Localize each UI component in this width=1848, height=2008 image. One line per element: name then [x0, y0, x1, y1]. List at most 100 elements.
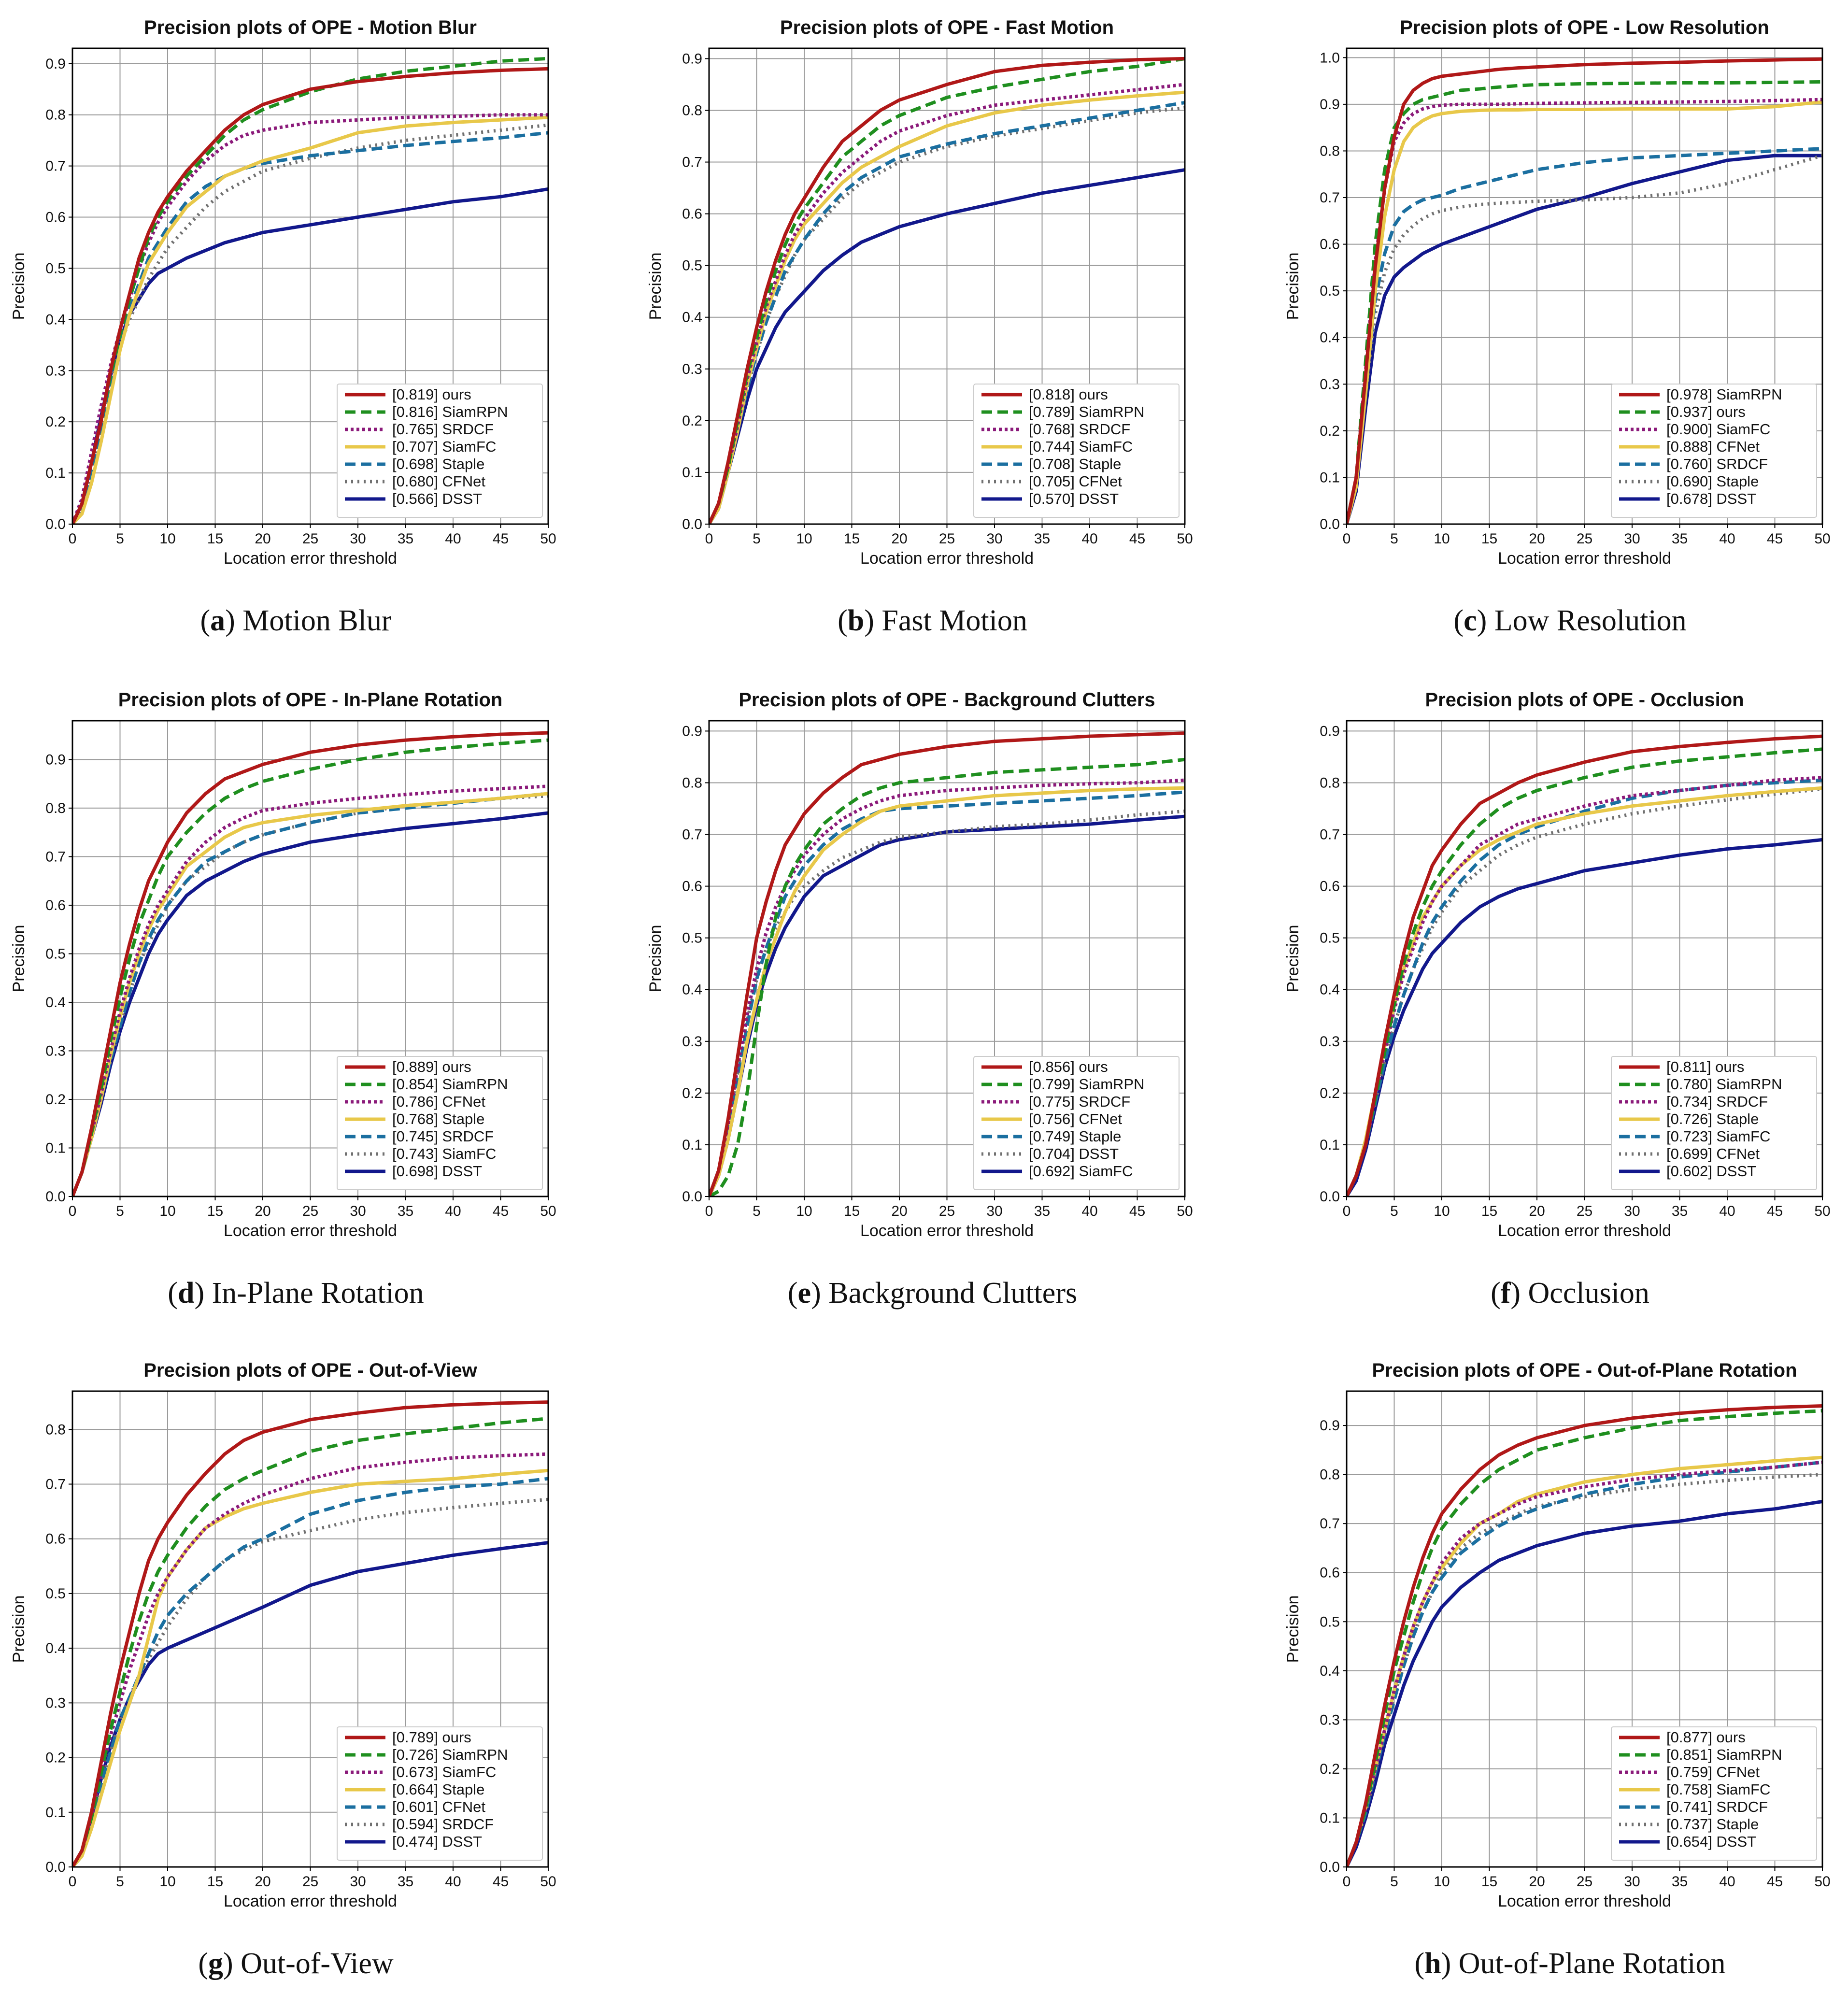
caption-letter: h — [1424, 1947, 1441, 1980]
y-tick-label: 0.4 — [45, 1640, 66, 1656]
chart-panel-b: Precision plots of OPE - Fast Motion 0 5 10… — [646, 17, 1193, 637]
legend-entry: [0.704] DSST — [1029, 1145, 1119, 1162]
y-axis-label: Precision — [646, 253, 665, 320]
x-tick-label: 40 — [445, 531, 461, 547]
x-tick-label: 0 — [69, 1874, 77, 1890]
x-tick-label: 20 — [255, 1874, 270, 1890]
y-tick-label: 0.8 — [45, 107, 66, 123]
x-tick-label: 10 — [1434, 1874, 1450, 1890]
legend-box — [337, 384, 543, 518]
legend-entry: [0.877] ours — [1666, 1729, 1746, 1746]
caption-text: Low Resolution — [1494, 604, 1687, 637]
x-tick-label: 0 — [1343, 1874, 1351, 1890]
chart-title: Precision plots of OPE - Motion Blur — [144, 17, 477, 38]
legend-entry: [0.708] Staple — [1029, 456, 1121, 472]
y-tick-label: 0.3 — [45, 1695, 66, 1711]
x-tick-label: 35 — [1034, 531, 1050, 547]
y-tick-label: 0.0 — [1320, 516, 1340, 532]
y-tick-label: 0.2 — [45, 1092, 66, 1108]
legend: [0.889] ours[0.854] SiamRPN[0.786] CFNet… — [337, 1056, 543, 1190]
caption-open-paren: ( — [168, 1277, 178, 1310]
series-line-cfnet — [1347, 154, 1822, 524]
caption-letter: f — [1501, 1277, 1511, 1310]
x-tick-label: 20 — [891, 1203, 907, 1219]
legend-entry: [0.768] Staple — [392, 1111, 484, 1127]
legend-entry: [0.723] SiamFC — [1666, 1128, 1770, 1145]
legend-box — [1611, 384, 1817, 518]
y-tick-label: 0.2 — [1320, 423, 1340, 439]
series-line-siamfc — [72, 1468, 548, 1867]
series-line-ours — [72, 67, 548, 524]
y-tick-label: 0.5 — [45, 1586, 66, 1602]
x-tick-label: 15 — [1481, 531, 1497, 547]
series-line-srdcf — [1347, 98, 1822, 524]
x-tick-label: 35 — [1672, 1203, 1688, 1219]
x-tick-label: 35 — [1034, 1203, 1050, 1219]
y-tick-label: 0.5 — [1320, 930, 1340, 946]
series-line-dsst — [72, 1541, 548, 1867]
y-tick-label: 0.2 — [682, 1085, 702, 1101]
x-tick-label: 35 — [398, 1874, 413, 1890]
panel-caption: (g) Out-of-View — [198, 1947, 394, 1980]
caption-close-paren: ) — [225, 604, 242, 637]
panel-caption: (f) Occlusion — [1491, 1277, 1649, 1310]
legend-entry: [0.811] ours — [1666, 1058, 1744, 1075]
x-tick-label: 25 — [1577, 531, 1592, 547]
x-tick-label: 30 — [986, 1203, 1002, 1219]
x-tick-label: 10 — [1434, 1203, 1450, 1219]
x-axis-label: Location error threshold — [860, 1222, 1034, 1240]
caption-close-paren: ) — [223, 1947, 241, 1980]
axes-frame — [1346, 47, 1823, 525]
x-axis-label: Location error threshold — [1498, 1892, 1671, 1910]
series-line-staple — [709, 790, 1185, 1196]
y-tick-label: 0.8 — [45, 800, 66, 816]
y-tick-label: 0.4 — [682, 310, 702, 326]
legend-entry: [0.707] SiamFC — [392, 438, 496, 455]
y-tick-label: 0.0 — [45, 516, 66, 532]
legend-entry: [0.818] ours — [1029, 386, 1108, 403]
chart-title: Precision plots of OPE - Occlusion — [1425, 689, 1744, 711]
caption-text: Motion Blur — [242, 604, 392, 637]
axes-frame — [1346, 1390, 1823, 1868]
y-tick-label: 0.3 — [1320, 1712, 1340, 1728]
x-tick-label: 25 — [302, 1203, 318, 1219]
y-axis-label: Precision — [10, 253, 28, 320]
x-axis-label: Location error threshold — [860, 549, 1034, 568]
series-group — [72, 57, 548, 524]
x-tick-label: 35 — [398, 531, 413, 547]
series-group — [1347, 57, 1822, 524]
caption-letter: e — [798, 1277, 811, 1310]
x-axis-label: Location error threshold — [224, 1892, 397, 1910]
series-line-siamrpn — [72, 1417, 548, 1867]
y-tick-label: 0.4 — [45, 312, 66, 328]
legend-entry: [0.570] DSST — [1029, 490, 1119, 507]
caption-close-paren: ) — [1441, 1947, 1459, 1980]
series-group — [709, 57, 1185, 524]
x-tick-label: 45 — [493, 1874, 509, 1890]
legend-entry: [0.856] ours — [1029, 1058, 1108, 1075]
x-tick-label: 50 — [1814, 1203, 1830, 1219]
legend-entry: [0.780] SiamRPN — [1666, 1076, 1782, 1093]
y-tick-label: 0.1 — [45, 1805, 66, 1821]
y-tick-label: 0.6 — [1320, 237, 1340, 253]
legend-entry: [0.768] SRDCF — [1029, 421, 1130, 438]
x-tick-label: 45 — [1767, 531, 1783, 547]
chart-title: Precision plots of OPE - In-Plane Rotati… — [118, 689, 503, 711]
series-line-ours — [709, 731, 1185, 1196]
chart-panel-g: Precision plots of OPE - Out-of-View 0 5 10… — [10, 1360, 556, 1980]
y-axis-label: Precision — [1284, 1595, 1302, 1663]
caption-text: Fast Motion — [881, 604, 1027, 637]
x-tick-label: 5 — [1390, 1874, 1398, 1890]
y-tick-label: 0.7 — [1320, 1516, 1340, 1532]
x-tick-label: 30 — [986, 531, 1002, 547]
y-tick-label: 0.7 — [45, 158, 66, 174]
legend-entry: [0.737] Staple — [1666, 1816, 1759, 1833]
legend-box — [1611, 1056, 1817, 1190]
x-tick-label: 50 — [1814, 531, 1830, 547]
x-tick-label: 50 — [1177, 1203, 1193, 1219]
y-tick-label: 0.5 — [45, 260, 66, 276]
y-tick-label: 0.1 — [45, 465, 66, 481]
chart-title: Precision plots of OPE - Low Resolution — [1400, 17, 1769, 38]
caption-text: In-Plane Rotation — [212, 1277, 424, 1310]
y-tick-label: 0.0 — [45, 1189, 66, 1205]
